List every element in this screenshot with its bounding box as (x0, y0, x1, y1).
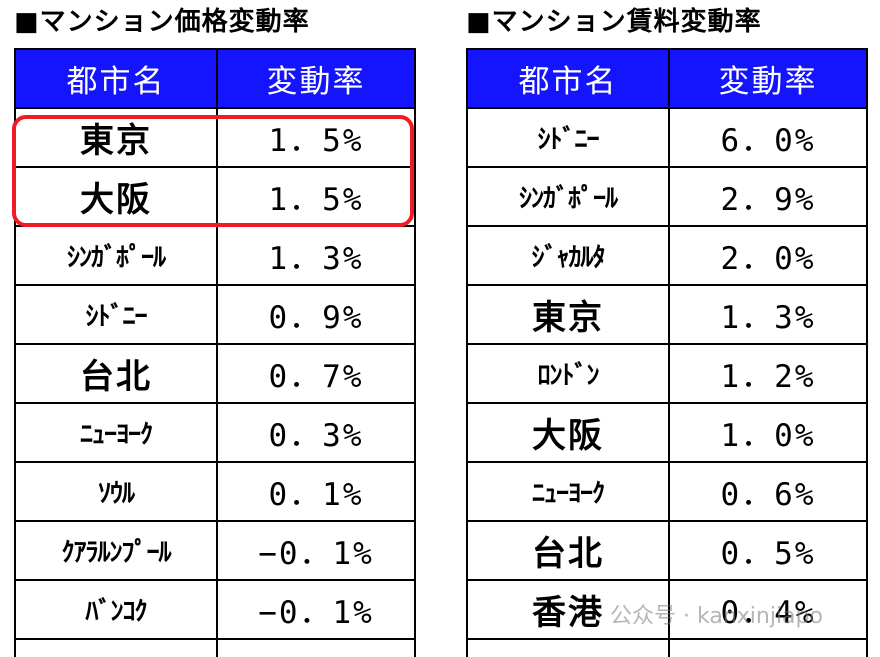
city-cell: 大阪 (466, 402, 670, 463)
rate-cell: −0．1% (216, 579, 416, 640)
city-cell: 台北 (14, 343, 218, 404)
city-cell: ｿｳﾙ (14, 461, 218, 522)
city-cell: 東京 (466, 284, 670, 345)
table-row: ｼﾞｬｶﾙﾀ 2．0% (466, 225, 868, 286)
table-row: 大阪 1．5% (14, 166, 416, 227)
city-cell: ｼﾝｶﾞﾎﾟｰﾙ (466, 166, 670, 227)
header-city: 都市名 (466, 48, 670, 109)
table-row: ｼﾄﾞﾆｰ 6．0% (466, 107, 868, 168)
rent-change-title: ■マンション賃料変動率 (466, 7, 762, 37)
table-header-row: 都市名 変動率 (14, 48, 416, 109)
city-cell: ｼﾞｬｶﾙﾀ (466, 225, 670, 286)
city-cell: 大阪 (14, 166, 218, 227)
rate-cell: 2．9% (668, 166, 868, 227)
rate-cell: 1．3% (668, 284, 868, 345)
table-row: ｼﾝｶﾞﾎﾟｰﾙ 1．3% (14, 225, 416, 286)
rate-cell: 1．0% (668, 402, 868, 463)
rate-cell: 0．5% (668, 520, 868, 581)
table-row: 東京 1．5% (14, 107, 416, 168)
city-cell: ｼﾄﾞﾆｰ (466, 107, 670, 168)
table-header-row: 都市名 変動率 (466, 48, 868, 109)
table-row: ｸｱﾗﾙﾝﾌﾟｰﾙ −0．1% (14, 520, 416, 581)
rate-cell: 1．5% (216, 107, 416, 168)
rate-cell: 0．7% (216, 343, 416, 404)
rate-cell: 1．5% (216, 166, 416, 227)
city-cell: ｼﾝｶﾞﾎﾟｰﾙ (14, 225, 218, 286)
table-row-partial (466, 638, 868, 657)
rate-cell: 0．6% (668, 461, 868, 522)
rate-cell: 0．3% (216, 402, 416, 463)
table-row: ﾆｭｰﾖｰｸ 0．3% (14, 402, 416, 463)
table-row: ｼﾝｶﾞﾎﾟｰﾙ 2．9% (466, 166, 868, 227)
table-row: 東京 1．3% (466, 284, 868, 345)
rate-cell-partial (668, 638, 868, 657)
table-row: 香港 0．4% (466, 579, 868, 640)
rate-cell: 0．1% (216, 461, 416, 522)
city-cell: 台北 (466, 520, 670, 581)
table-row: ﾆｭｰﾖｰｸ 0．6% (466, 461, 868, 522)
city-cell-partial (14, 638, 218, 657)
table-row: 大阪 1．0% (466, 402, 868, 463)
rent-change-table: 都市名 変動率 ｼﾄﾞﾆｰ 6．0% ｼﾝｶﾞﾎﾟｰﾙ 2．9% ｼﾞｬｶﾙﾀ … (466, 48, 868, 657)
table-row: 台北 0．5% (466, 520, 868, 581)
price-change-table: 都市名 変動率 東京 1．5% 大阪 1．5% ｼﾝｶﾞﾎﾟｰﾙ 1．3% ｼﾄ… (14, 48, 416, 657)
header-rate: 変動率 (668, 48, 868, 109)
table-row-partial (14, 638, 416, 657)
rate-cell-partial (216, 638, 416, 657)
city-cell: ﾆｭｰﾖｰｸ (466, 461, 670, 522)
table-row: ﾊﾞﾝｺｸ −0．1% (14, 579, 416, 640)
header-city: 都市名 (14, 48, 218, 109)
city-cell: ﾊﾞﾝｺｸ (14, 579, 218, 640)
table-row: ｿｳﾙ 0．1% (14, 461, 416, 522)
city-cell: ﾆｭｰﾖｰｸ (14, 402, 218, 463)
city-cell: ｼﾄﾞﾆｰ (14, 284, 218, 345)
rate-cell: 1．2% (668, 343, 868, 404)
table-row: 台北 0．7% (14, 343, 416, 404)
rate-cell: 2．0% (668, 225, 868, 286)
table-row: ﾛﾝﾄﾞﾝ 1．2% (466, 343, 868, 404)
city-cell: 香港 (466, 579, 670, 640)
city-cell: ﾛﾝﾄﾞﾝ (466, 343, 670, 404)
rate-cell: 0．4% (668, 579, 868, 640)
rate-cell: 0．9% (216, 284, 416, 345)
rate-cell: −0．1% (216, 520, 416, 581)
rate-cell: 1．3% (216, 225, 416, 286)
city-cell-partial (466, 638, 670, 657)
city-cell: ｸｱﾗﾙﾝﾌﾟｰﾙ (14, 520, 218, 581)
table-row: ｼﾄﾞﾆｰ 0．9% (14, 284, 416, 345)
header-rate: 変動率 (216, 48, 416, 109)
rate-cell: 6．0% (668, 107, 868, 168)
price-change-title: ■マンション価格変動率 (14, 7, 310, 37)
city-cell: 東京 (14, 107, 218, 168)
